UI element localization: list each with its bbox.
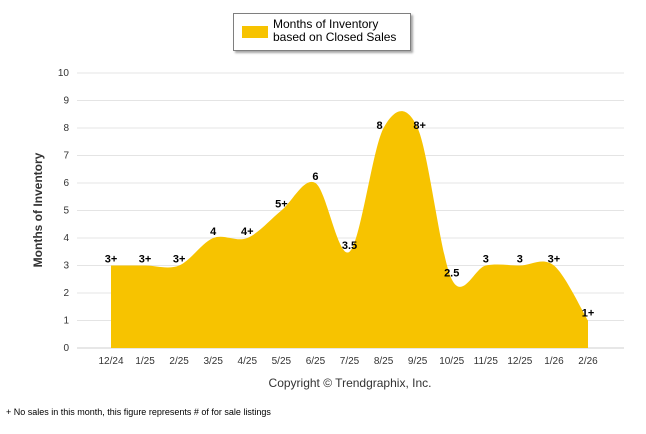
y-tick-label: 8 bbox=[63, 123, 69, 134]
x-tick-label: 11/25 bbox=[474, 356, 499, 367]
x-tick-label: 4/25 bbox=[238, 356, 258, 367]
data-label: 3+ bbox=[173, 254, 186, 266]
legend-swatch bbox=[242, 26, 268, 38]
x-tick-label: 7/25 bbox=[340, 356, 360, 367]
x-tick-label: 12/25 bbox=[507, 356, 532, 367]
data-label: 3.5 bbox=[342, 240, 357, 252]
x-tick-label: 10/25 bbox=[439, 356, 464, 367]
x-tick-label: 2/26 bbox=[578, 356, 598, 367]
data-label: 5+ bbox=[275, 199, 288, 211]
y-tick-label: 5 bbox=[63, 206, 69, 217]
data-label: 3+ bbox=[139, 254, 152, 266]
legend: Months of Inventory based on Closed Sale… bbox=[233, 13, 411, 51]
footnote: + No sales in this month, this figure re… bbox=[6, 407, 271, 417]
y-tick-label: 0 bbox=[63, 343, 69, 354]
data-label: 4 bbox=[210, 226, 217, 238]
data-label: 3 bbox=[517, 254, 523, 266]
y-tick-label: 9 bbox=[63, 96, 69, 107]
y-tick-label: 2 bbox=[63, 288, 69, 299]
y-tick-label: 10 bbox=[58, 68, 70, 79]
x-tick-label: 6/25 bbox=[306, 356, 326, 367]
x-tick-label: 2/25 bbox=[169, 356, 189, 367]
x-tick-label: 5/25 bbox=[272, 356, 292, 367]
y-tick-label: 7 bbox=[63, 151, 69, 162]
data-label: 3 bbox=[483, 254, 489, 266]
data-label: 2.5 bbox=[444, 267, 459, 279]
x-tick-label: 12/24 bbox=[98, 356, 123, 367]
data-label: 8+ bbox=[413, 120, 426, 132]
data-label: 1+ bbox=[582, 308, 595, 320]
x-tick-label: 9/25 bbox=[408, 356, 428, 367]
data-label: 3+ bbox=[105, 254, 118, 266]
x-tick-label: 3/25 bbox=[203, 356, 223, 367]
data-label: 4+ bbox=[241, 226, 254, 238]
series-area bbox=[111, 111, 588, 348]
y-tick-label: 1 bbox=[63, 316, 69, 327]
x-tick-label: 8/25 bbox=[374, 356, 394, 367]
legend-label: Months of Inventory based on Closed Sale… bbox=[273, 17, 397, 44]
data-label: 8 bbox=[377, 120, 383, 132]
y-tick-label: 6 bbox=[63, 178, 69, 189]
x-tick-label: 1/26 bbox=[544, 356, 564, 367]
data-label: 3+ bbox=[548, 254, 561, 266]
y-tick-label: 4 bbox=[63, 233, 69, 244]
x-tick-label: 1/25 bbox=[135, 356, 155, 367]
y-tick-label: 3 bbox=[63, 261, 69, 272]
copyright-text: Copyright © Trendgraphix, Inc. bbox=[268, 376, 432, 390]
y-axis-title: Months of Inventory bbox=[31, 152, 45, 268]
data-label: 6 bbox=[312, 171, 318, 183]
